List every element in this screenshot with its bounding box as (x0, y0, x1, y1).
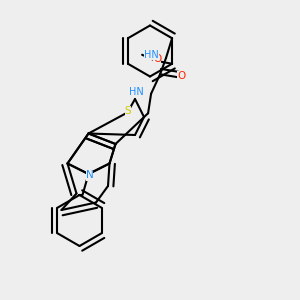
Text: S: S (125, 106, 131, 116)
Text: O: O (153, 54, 161, 64)
Text: HN: HN (129, 87, 144, 97)
Text: HN: HN (144, 50, 159, 60)
Text: N: N (85, 170, 93, 181)
Text: O: O (177, 71, 185, 81)
